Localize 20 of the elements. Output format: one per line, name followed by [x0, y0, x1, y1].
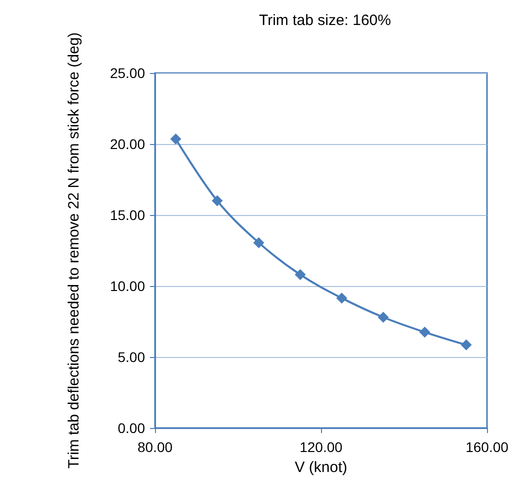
- chart-title: Trim tab size: 160%: [259, 12, 391, 29]
- y-tick-label: 15.00: [110, 207, 146, 223]
- y-tick-label: 10.00: [110, 278, 146, 294]
- point: [212, 195, 223, 206]
- y-tick-label: 5.00: [118, 349, 146, 365]
- y-tick-label: 0.00: [118, 420, 146, 436]
- y-tick-label: 20.00: [110, 136, 146, 152]
- point: [419, 326, 430, 338]
- y-axis-title: Trim tab deflections needed to remove 22 N from stick force (deg): [66, 32, 82, 469]
- point: [378, 312, 389, 323]
- x-tick-label: 80.00: [137, 439, 173, 455]
- x-tick-label: 120.00: [300, 439, 343, 455]
- point: [460, 339, 472, 350]
- point: [170, 134, 182, 145]
- x-tick-label: 160.00: [466, 439, 509, 455]
- y-tick-label: 25.00: [110, 65, 146, 81]
- point: [294, 269, 306, 280]
- x-axis-title: V (knot): [294, 459, 348, 476]
- point: [253, 237, 264, 248]
- point: [336, 292, 348, 304]
